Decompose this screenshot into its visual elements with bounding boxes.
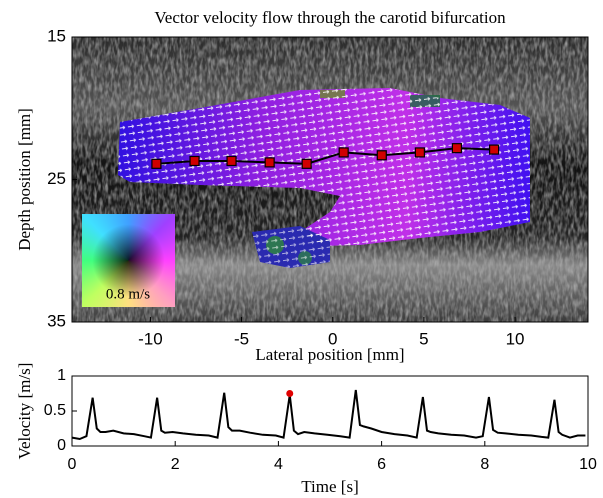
colorwheel <box>82 214 175 307</box>
y-tick-label: 0.5 <box>44 402 66 419</box>
axes-box <box>71 36 589 323</box>
x-tick-label: 5 <box>419 329 428 348</box>
line <box>156 147 495 165</box>
y-tick-label: 35 <box>47 311 66 330</box>
x-tick-label: 10 <box>579 456 597 473</box>
marker <box>189 155 200 167</box>
marker <box>414 147 425 158</box>
x-tick-label: 10 <box>506 329 525 348</box>
y-axis-label: Depth position [mm] <box>15 108 34 251</box>
highlight-point <box>286 390 294 397</box>
x-tick-label: 6 <box>377 456 386 473</box>
x-axis-label: Time [s] <box>301 477 358 496</box>
x-tick-label: -10 <box>138 329 163 348</box>
axes-box <box>71 375 589 447</box>
y-tick-label: 0 <box>57 437 66 454</box>
x-tick-label: 4 <box>274 456 283 473</box>
marker <box>151 158 162 169</box>
x-tick-label: 0 <box>328 329 337 348</box>
colorwheel-label: 0.8 m/s <box>106 286 150 302</box>
x-tick-label: 8 <box>480 456 489 473</box>
marker <box>376 150 387 161</box>
y-tick-label: 15 <box>47 26 66 45</box>
marker <box>226 155 237 167</box>
marker <box>451 143 463 154</box>
y-tick-label: 1 <box>57 367 66 384</box>
marker <box>264 157 275 168</box>
ultrasound-image <box>72 37 588 322</box>
marker <box>488 144 500 155</box>
y-axis-label: Velocity [m/s] <box>15 363 34 460</box>
x-axis-label: Lateral position [mm] <box>255 345 404 364</box>
chart-title: Vector velocity flow through the carotid… <box>154 8 506 27</box>
marker <box>301 158 312 169</box>
x-tick-label: 2 <box>171 456 180 473</box>
marker <box>338 147 349 158</box>
x-tick-label: 0 <box>68 456 77 473</box>
line <box>71 389 586 441</box>
x-tick-label: -5 <box>234 329 249 348</box>
y-tick-label: 25 <box>47 169 66 188</box>
